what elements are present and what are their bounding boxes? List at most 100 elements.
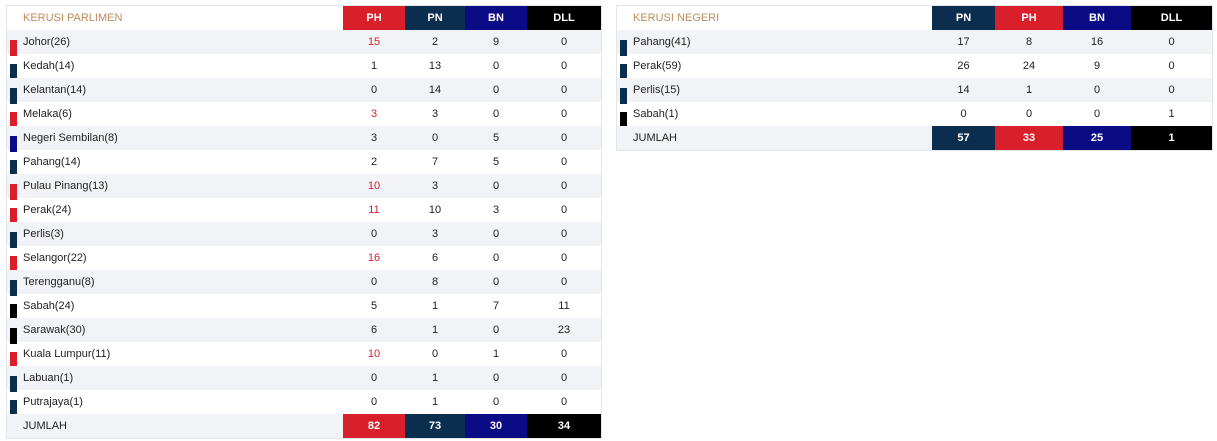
row-name: Perlis(3) (7, 228, 343, 248)
row-name: Pulau Pinang(13) (7, 180, 343, 200)
cell-value: 3 (431, 108, 439, 120)
cell-value: 0 (1168, 84, 1175, 96)
row-color-bar (10, 184, 17, 200)
table-row: Sarawak(30) 6 1 0 23 (7, 318, 601, 344)
row-color-bar (10, 208, 17, 224)
row-color-bar (10, 112, 17, 128)
column-header: DLL (527, 6, 601, 30)
cell-value: 17 (957, 36, 970, 48)
row-color-bar (10, 160, 17, 176)
row-name: Pahang(41) (617, 36, 932, 56)
cell-value: 0 (370, 396, 378, 408)
cell-value: 14 (957, 84, 970, 96)
row-color-bar (10, 256, 17, 272)
cell-value: 0 (560, 252, 568, 264)
cell-value: 0 (560, 36, 568, 48)
row-name: Perak(59) (617, 60, 932, 80)
row-name: Kedah(14) (7, 60, 343, 80)
row-name: Kelantan(14) (7, 84, 343, 104)
cell-value: 24 (1022, 60, 1036, 72)
cell-value: 0 (492, 252, 500, 264)
cell-value: 6 (370, 324, 378, 336)
cell-value: 0 (560, 228, 568, 240)
total-row: JUMLAH 57 33 25 1 (617, 126, 1212, 150)
cell-value: 1 (370, 60, 378, 72)
cell-value: 0 (492, 84, 500, 96)
row-name: Johor(26) (7, 36, 343, 56)
cell-value: 0 (492, 108, 500, 120)
column-header: BN (1063, 6, 1131, 30)
row-name: Perlis(15) (617, 84, 932, 104)
cell-value: 6 (431, 252, 439, 264)
total-label: JUMLAH (633, 132, 678, 144)
cell-value: 14 (428, 84, 442, 96)
cell-value: 3 (431, 228, 439, 240)
cell-value: 3 (370, 132, 378, 144)
cell-value: 7 (431, 156, 439, 168)
cell-value: 5 (492, 156, 500, 168)
table-row: Negeri Sembilan(8) 3 0 5 0 (7, 126, 601, 152)
cell-value: 0 (560, 372, 568, 384)
cell-value: 0 (1168, 36, 1175, 48)
cell-value: 8 (1025, 36, 1033, 48)
cell-value: 0 (960, 108, 967, 120)
row-name: Labuan(1) (7, 372, 343, 392)
table-row: Sabah(1) 0 0 0 1 (617, 102, 1212, 128)
parliament-table: KERUSI PARLIMEN PH PN BN DLL Johor(26) 15 2 9 0 Ke… (6, 5, 602, 439)
cell-value: 0 (492, 372, 500, 384)
total-label: JUMLAH (23, 420, 68, 432)
cell-value: 0 (1025, 108, 1033, 120)
total-value: 33 (995, 126, 1063, 150)
cell-value: 0 (492, 324, 500, 336)
cell-value: 2 (431, 36, 439, 48)
cell-value: 10 (367, 348, 381, 360)
table-row: Perlis(15) 14 1 0 0 (617, 78, 1212, 104)
cell-value: 3 (370, 108, 378, 120)
total-value: 82 (343, 414, 405, 438)
cell-value: 10 (428, 204, 442, 216)
cell-value: 0 (560, 276, 568, 288)
table-row: Perak(24) 11 10 3 0 (7, 198, 601, 224)
cell-value: 0 (560, 84, 568, 96)
row-name: Terengganu(8) (7, 276, 343, 296)
cell-value: 11 (558, 300, 570, 312)
cell-value: 0 (560, 132, 568, 144)
cell-value: 1 (431, 324, 439, 336)
cell-value: 0 (560, 60, 568, 72)
cell-value: 1 (431, 396, 439, 408)
cell-value: 3 (431, 180, 439, 192)
row-name: Sabah(24) (7, 300, 343, 320)
row-color-bar (10, 304, 17, 320)
column-header: PH (343, 6, 405, 30)
cell-value: 0 (431, 132, 439, 144)
cell-value: 1 (1168, 108, 1175, 120)
cell-value: 16 (367, 252, 381, 264)
cell-value: 13 (428, 60, 442, 72)
cell-value: 10 (367, 180, 381, 192)
row-name: Kuala Lumpur(11) (7, 348, 343, 368)
cell-value: 9 (1093, 60, 1101, 72)
cell-value: 0 (560, 204, 568, 216)
header-row: KERUSI NEGERI PN PH BN DLL (617, 6, 1212, 30)
cell-value: 1 (1025, 84, 1033, 96)
cell-value: 0 (1093, 108, 1101, 120)
total-value: 34 (527, 414, 601, 438)
table-row: Kuala Lumpur(11) 10 0 1 0 (7, 342, 601, 368)
row-color-bar (10, 40, 17, 56)
row-name: Sabah(1) (617, 108, 932, 128)
row-color-bar (10, 64, 17, 80)
row-color-bar (620, 64, 627, 80)
cell-value: 16 (1090, 36, 1104, 48)
table-row: Kelantan(14) 0 14 0 0 (7, 78, 601, 104)
table-row: Pahang(14) 2 7 5 0 (7, 150, 601, 176)
row-color-bar (10, 232, 17, 248)
cell-value: 5 (492, 132, 500, 144)
row-name: Perak(24) (7, 204, 343, 224)
cell-value: 0 (431, 348, 439, 360)
cell-value: 23 (557, 324, 571, 336)
total-value: 30 (465, 414, 527, 438)
cell-value: 0 (1093, 84, 1101, 96)
table-row: Sabah(24) 5 1 7 11 (7, 294, 601, 320)
row-color-bar (10, 352, 17, 368)
